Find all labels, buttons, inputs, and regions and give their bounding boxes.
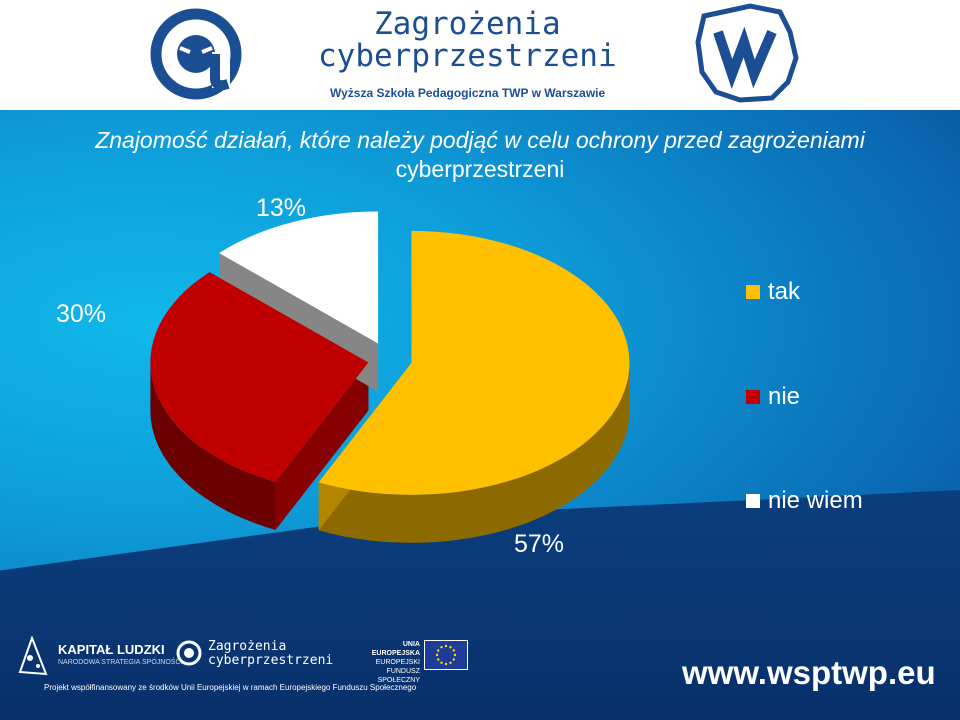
at-logo-icon [150,8,242,100]
footer-at-logo-icon [176,640,202,666]
website-url[interactable]: www.wsptwp.eu [682,654,936,691]
legend-swatch [746,390,760,404]
brand-title: Zagrożenia cyberprzestrzeni [318,8,648,72]
kapital-ludzki-sub: NARODOWA STRATEGIA SPÓJNOŚCI [58,659,183,666]
legend-swatch [746,285,760,299]
eu-star [437,649,440,652]
eu-star [452,649,455,652]
eu-star [437,658,440,661]
legend-item-tak: tak [746,278,800,306]
pie-slice-side-nie [150,362,276,530]
wsp-poland-logo-icon [695,3,799,103]
pie-slice-side-tak [318,360,630,543]
footer-brand: Zagrożenia cyberprzestrzeni [208,640,333,668]
legend-label: tak [768,278,801,305]
chart-title-line2: cyberprzestrzeni [395,156,565,182]
pie-slice-tak [318,230,630,495]
footer-brand-line1: Zagrożenia [208,639,287,654]
eu-star [449,661,452,664]
eu-star [440,646,443,649]
eu-line3: FUNDUSZ SPOŁECZNY [377,668,420,684]
school-name: Wyższa Szkoła Pedagogiczna TWP w Warszaw… [330,86,606,100]
eu-line1: UNIA EUROPEJSKA [371,641,420,657]
eu-label: UNIA EUROPEJSKA EUROPEJSKI FUNDUSZ SPOŁE… [364,640,420,685]
data-label-tak: 57% [514,530,565,558]
eu-star [449,646,452,649]
eu-line2: EUROPEJSKI [375,659,420,666]
kapital-ludzki-emblem-icon [18,636,48,676]
legend-swatch [746,494,760,508]
data-label-nie: 30% [56,300,107,328]
pie-slice-nie [150,272,369,482]
brand-line1: Zagrożenia [374,6,561,42]
pie-slice-cut-nie [275,362,369,530]
legend-label: nie wiem [768,487,863,514]
eu-star [453,653,457,657]
eu-star [444,662,448,666]
pie-slice-nie-wiem [219,211,379,344]
footer-brand-line2: cyberprzestrzeni [208,653,334,668]
eu-star [440,661,443,664]
legend-label: nie [768,383,801,410]
eu-star [444,644,448,648]
chart-title: Znajomość działań, które należy podjąć w… [20,126,940,184]
chart-title-line1: Znajomość działań, które należy podjąć w… [95,127,865,153]
legend-item-nie: nie [746,383,800,411]
eu-flag-icon [424,640,468,670]
header-banner: Zagrożenia cyberprzestrzeni Wyższa Szkoł… [0,0,960,110]
legend-item-nie-wiem: nie wiem [746,487,863,515]
eu-star [452,658,455,661]
brand-line2: cyberprzestrzeni [318,38,617,74]
data-label-nie-wiem: 13% [256,194,307,222]
kapital-ludzki-label: KAPITAŁ LUDZKI [58,642,165,657]
eu-star [435,653,439,657]
project-note: Projekt współfinansowany ze środków Unii… [44,683,417,692]
